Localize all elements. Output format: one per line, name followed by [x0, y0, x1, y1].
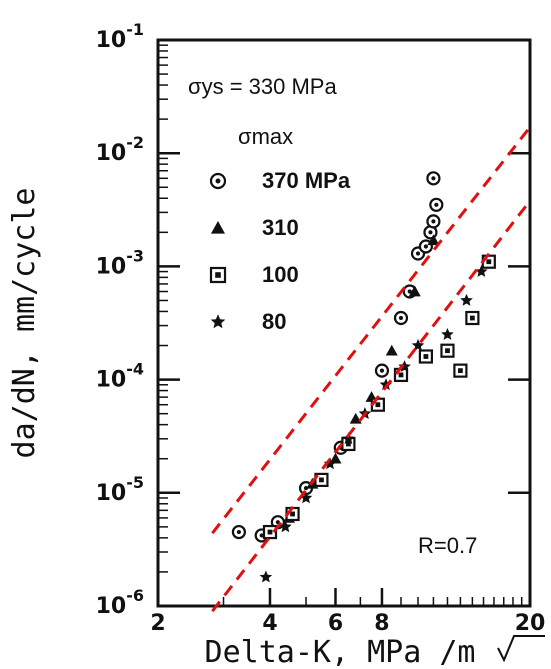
y-tick-base: 10	[96, 254, 127, 279]
data-point-circle-center	[303, 486, 309, 491]
data-point-circle-center	[379, 368, 385, 373]
data-point-circle-center	[423, 244, 428, 249]
data-point-triangle	[408, 285, 421, 297]
y-tick-exponent: -2	[126, 133, 144, 152]
data-point-square-center	[469, 315, 475, 321]
x-tick-label: 4	[262, 611, 277, 636]
data-point-circle-center	[407, 289, 412, 294]
data-point-star	[299, 491, 313, 504]
data-point-square-center	[458, 368, 463, 374]
data-point-star	[259, 570, 273, 583]
y-tick-label: 10-1	[96, 20, 144, 53]
data-point-circle-center	[428, 230, 433, 235]
y-tick-label: 10-4	[96, 360, 144, 393]
data-point-star	[475, 265, 488, 277]
y-tick-label: 10-2	[96, 133, 144, 166]
data-point-triangle	[385, 344, 398, 356]
y-tick-exponent: -3	[126, 246, 144, 265]
data-point-star	[460, 293, 473, 306]
y-tick-base: 10	[96, 594, 127, 619]
legend-label: 310	[262, 215, 299, 240]
legend-marker-circle-center	[215, 178, 221, 184]
legend-marker-square-center	[215, 272, 221, 278]
sqrt-symbol	[497, 635, 545, 663]
data-point-circle-center	[415, 251, 421, 256]
data-point-square-center	[290, 511, 295, 517]
x-tick-label: 20	[515, 611, 546, 636]
data-point-circle-center	[259, 533, 264, 538]
y-tick-label: 10-5	[96, 473, 144, 506]
y-tick-base: 10	[96, 368, 127, 393]
y-tick-exponent: -6	[126, 586, 144, 605]
data-point-square-center	[486, 259, 492, 265]
data-point-square-center	[423, 354, 429, 359]
x-tick-label: 6	[328, 611, 343, 636]
scatter-band-line	[211, 199, 532, 613]
data-point-circle-center	[431, 219, 436, 224]
x-tick-label: 2	[150, 611, 165, 636]
x-tick-label: 8	[374, 611, 389, 636]
y-axis-title: da/dN, mm/cycle	[7, 188, 42, 459]
data-point-circle-center	[398, 315, 404, 321]
data-point-square-center	[398, 372, 404, 378]
data-point-square-center	[445, 348, 450, 354]
data-point-star	[279, 520, 292, 533]
data-point-square-center	[346, 441, 351, 447]
scatter-band-line	[211, 126, 532, 535]
legend-title: σmax	[238, 124, 293, 149]
data-point-circle-center	[434, 202, 439, 207]
legend-marker-star	[210, 314, 226, 329]
data-point-star	[323, 457, 337, 470]
y-tick-label: 10-3	[96, 246, 144, 279]
y-tick-base: 10	[96, 481, 127, 506]
x-axis-title: Delta-K, MPa /m	[205, 635, 476, 669]
r-ratio-label: R=0.7	[418, 533, 477, 558]
data-point-circle-center	[431, 176, 436, 181]
data-point-star	[411, 338, 425, 351]
y-tick-exponent: -1	[126, 20, 144, 39]
y-tick-label: 10-6	[96, 586, 144, 619]
data-point-star	[379, 378, 393, 391]
data-point-square-center	[267, 529, 273, 535]
data-point-triangle	[427, 234, 440, 246]
y-tick-exponent: -4	[126, 360, 144, 379]
data-point-triangle	[329, 452, 342, 464]
yield-stress-label: σys = 330 MPa	[188, 74, 337, 99]
data-point-square-center	[375, 402, 381, 408]
y-tick-exponent: -5	[126, 473, 144, 492]
legend-label: 100	[262, 262, 299, 287]
data-point-circle-center	[236, 529, 242, 535]
legend-label: 370 MPa	[262, 168, 351, 193]
data-point-star	[342, 432, 355, 445]
y-tick-base: 10	[96, 141, 127, 166]
legend-marker-triangle	[211, 221, 225, 234]
data-point-square-center	[319, 477, 324, 483]
plot-frame	[156, 38, 532, 608]
data-point-star	[441, 328, 454, 340]
legend-label: 80	[262, 309, 286, 334]
y-tick-base: 10	[96, 28, 127, 53]
